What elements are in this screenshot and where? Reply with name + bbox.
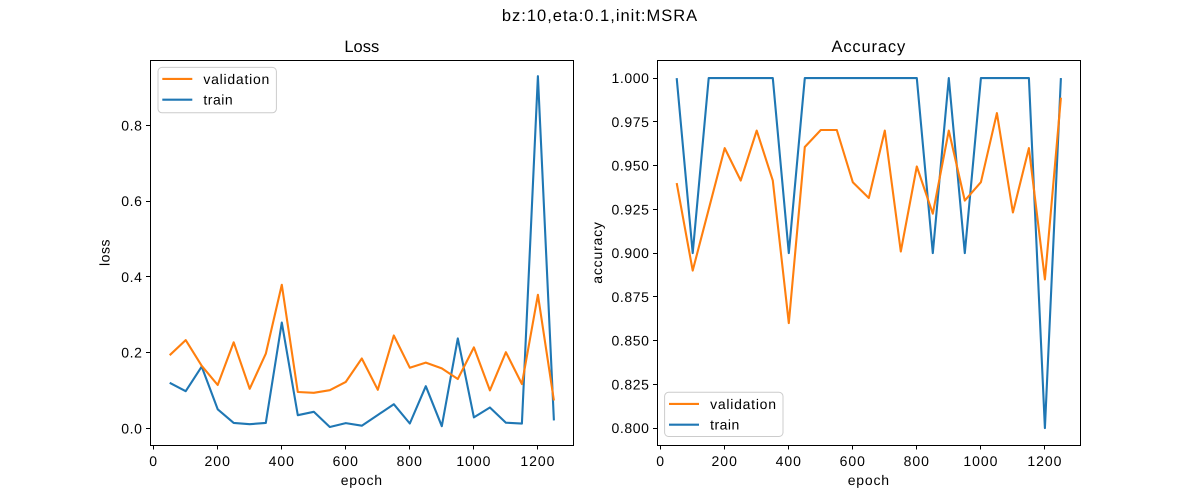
svg-text:0.900: 0.900	[611, 245, 649, 261]
svg-text:epoch: epoch	[848, 472, 890, 488]
svg-text:200: 200	[205, 453, 231, 469]
svg-text:0.6: 0.6	[121, 193, 142, 209]
svg-text:loss: loss	[97, 239, 113, 266]
svg-text:validation: validation	[710, 396, 777, 412]
svg-text:bz:10,eta:0.1,init:MSRA: bz:10,eta:0.1,init:MSRA	[502, 7, 698, 25]
svg-text:600: 600	[840, 453, 866, 469]
svg-text:800: 800	[904, 453, 930, 469]
svg-text:1200: 1200	[520, 453, 555, 469]
svg-text:0.975: 0.975	[611, 114, 649, 130]
svg-text:Loss: Loss	[344, 38, 379, 56]
svg-text:train: train	[203, 92, 233, 108]
svg-text:0.2: 0.2	[121, 345, 142, 361]
svg-text:600: 600	[333, 453, 359, 469]
svg-text:1.000: 1.000	[611, 70, 649, 86]
svg-text:400: 400	[269, 453, 295, 469]
svg-text:400: 400	[776, 453, 802, 469]
svg-text:0.950: 0.950	[611, 158, 649, 174]
svg-text:train: train	[710, 417, 740, 433]
svg-text:0.925: 0.925	[611, 201, 649, 217]
svg-text:0.800: 0.800	[611, 420, 649, 436]
svg-text:0.850: 0.850	[611, 333, 649, 349]
svg-text:800: 800	[397, 453, 423, 469]
svg-text:epoch: epoch	[341, 472, 383, 488]
svg-text:accuracy: accuracy	[589, 221, 605, 283]
svg-text:validation: validation	[203, 71, 270, 87]
svg-text:1000: 1000	[963, 453, 998, 469]
svg-text:Accuracy: Accuracy	[831, 38, 906, 56]
svg-text:0.0: 0.0	[121, 420, 142, 436]
svg-text:0.8: 0.8	[121, 117, 142, 133]
svg-text:0.875: 0.875	[611, 289, 649, 305]
svg-text:0.4: 0.4	[121, 269, 142, 285]
svg-text:1000: 1000	[456, 453, 491, 469]
svg-text:0: 0	[656, 453, 665, 469]
svg-text:1200: 1200	[1027, 453, 1062, 469]
svg-text:0: 0	[149, 453, 158, 469]
svg-text:200: 200	[712, 453, 738, 469]
svg-text:0.825: 0.825	[611, 376, 649, 392]
